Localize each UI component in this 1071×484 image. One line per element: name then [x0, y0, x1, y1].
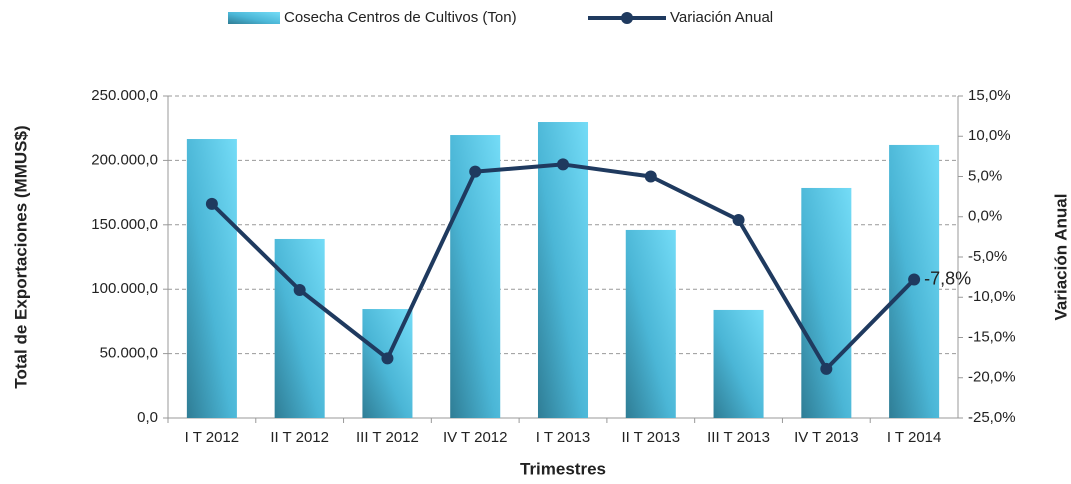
y2-tick-label: 15,0% — [968, 87, 1011, 104]
y2-tick-label: 0,0% — [968, 208, 1002, 225]
bar — [537, 122, 589, 418]
line-marker — [644, 170, 657, 183]
line-marker — [732, 213, 745, 226]
y2-tick-label: -20,0% — [968, 369, 1016, 386]
y2-tick-label: -25,0% — [968, 409, 1016, 426]
y-tick-label: 0,0 — [137, 409, 158, 426]
bar — [625, 229, 676, 418]
x-axis-label: Trimestres — [520, 459, 606, 478]
y2-axis-label: Variación Anual — [1051, 194, 1070, 321]
y2-tick-label: -15,0% — [968, 328, 1016, 345]
legend-label: Variación Anual — [670, 9, 773, 26]
bar — [274, 238, 325, 418]
legend-label: Cosecha Centros de Cultivos (Ton) — [284, 9, 517, 26]
line-marker — [381, 352, 394, 365]
data-label: -7,8% — [924, 268, 971, 288]
line-marker — [205, 197, 218, 210]
y-tick-label: 150.000,0 — [91, 216, 158, 233]
x-tick-label: II T 2013 — [621, 429, 680, 446]
x-tick-label: IV T 2013 — [794, 429, 859, 446]
y-axis-label: Total de Exportaciones (MMUS$) — [11, 125, 30, 388]
x-tick-label: III T 2013 — [707, 429, 770, 446]
line-marker — [293, 284, 306, 297]
legend-swatch — [228, 12, 280, 24]
bar — [450, 135, 501, 418]
x-tick-label: II T 2012 — [270, 429, 329, 446]
line-marker — [820, 362, 833, 375]
y-tick-label: 200.000,0 — [91, 151, 158, 168]
line-marker — [469, 165, 482, 178]
bar — [801, 187, 852, 418]
x-tick-label: IV T 2012 — [443, 429, 508, 446]
line-marker — [908, 273, 921, 286]
x-tick-label: I T 2013 — [536, 429, 591, 446]
bar — [713, 309, 764, 418]
y-tick-label: 250.000,0 — [91, 87, 158, 104]
y-tick-label: 50.000,0 — [100, 345, 158, 362]
bar — [186, 139, 237, 418]
x-tick-label: I T 2012 — [185, 429, 240, 446]
legend-marker — [621, 12, 633, 24]
x-tick-label: I T 2014 — [887, 429, 942, 446]
y2-tick-label: 5,0% — [968, 167, 1002, 184]
y2-tick-label: 10,0% — [968, 127, 1011, 144]
line-marker — [557, 158, 569, 171]
y-tick-label: 100.000,0 — [91, 280, 158, 297]
x-tick-label: III T 2012 — [356, 429, 419, 446]
y2-tick-label: -10,0% — [968, 288, 1016, 305]
y2-tick-label: -5,0% — [968, 248, 1007, 265]
